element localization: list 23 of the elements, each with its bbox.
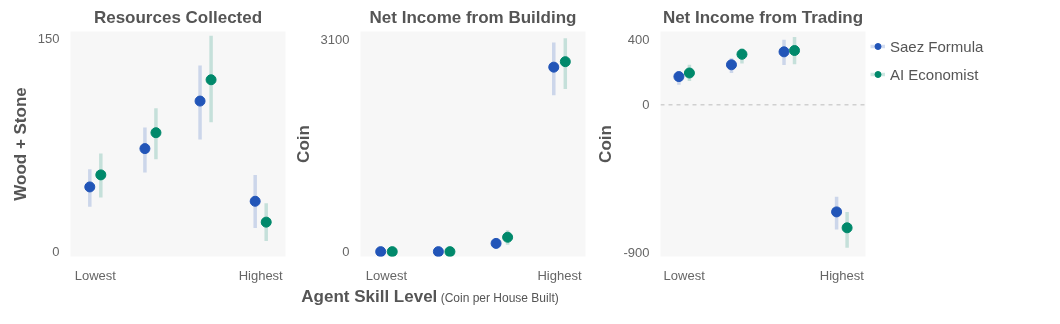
text: (Coin per House Built) [440, 291, 559, 305]
y-axis-title: Coin [293, 125, 313, 163]
x-tick-label: Lowest [365, 267, 408, 283]
y-axis-title: Coin [596, 125, 616, 163]
chart-title: Net Income from Building [369, 7, 577, 27]
chart-title: Net Income from Trading [662, 7, 864, 27]
x-tick-label: Lowest [74, 267, 117, 283]
x-tick-label: Highest [819, 267, 865, 283]
y-axis-title: Wood + Stone [10, 87, 30, 201]
x-axis-title: Agent Skill Level [301, 287, 438, 306]
y-tick-label: 3100 [320, 31, 350, 47]
chart-title: Resources Collected [93, 7, 263, 27]
y-tick-label: 0 [642, 97, 650, 113]
x-tick-label: Highest [238, 267, 284, 283]
x-tick-label: Lowest [663, 267, 706, 283]
legend-label: AI Economist [890, 65, 979, 83]
y-tick-label: -900 [623, 244, 650, 260]
y-tick-label: 0 [342, 244, 350, 260]
legend-label: Saez Formula [890, 37, 984, 55]
y-tick-label: 150 [37, 31, 60, 47]
x-tick-label: Highest [537, 267, 582, 283]
y-tick-label: 0 [52, 244, 60, 260]
y-tick-label: 400 [627, 31, 650, 47]
